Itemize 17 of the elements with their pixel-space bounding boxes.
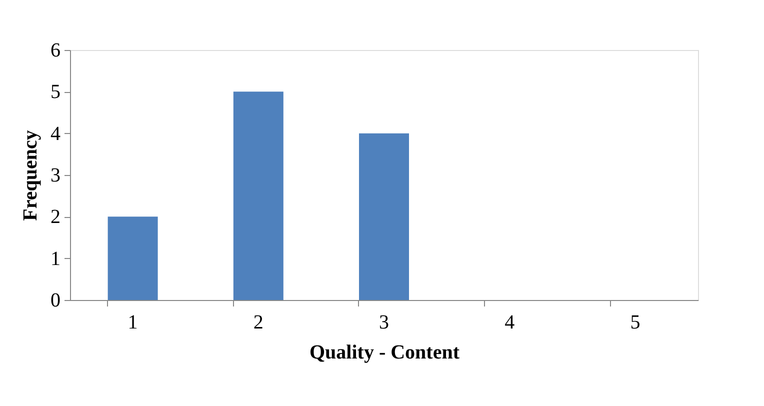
x-tick-label: 5 bbox=[630, 312, 640, 334]
y-tick-label: 3 bbox=[50, 164, 60, 186]
bar bbox=[108, 216, 158, 300]
y-tick-label: 2 bbox=[50, 206, 60, 228]
y-tick-label: 4 bbox=[50, 122, 60, 145]
x-tick-label: 3 bbox=[379, 312, 389, 334]
x-axis-title: Quality - Content bbox=[310, 342, 460, 364]
bar bbox=[359, 133, 409, 300]
y-tick-label: 5 bbox=[50, 81, 60, 104]
y-tick-label: 6 bbox=[50, 40, 60, 62]
x-tick-label: 1 bbox=[128, 312, 138, 334]
y-tick-label: 1 bbox=[50, 248, 60, 270]
y-axis-title: Frequency bbox=[20, 130, 42, 221]
x-tick-label: 2 bbox=[253, 312, 264, 334]
bar bbox=[233, 92, 284, 300]
y-tick-label: 0 bbox=[50, 290, 60, 312]
x-tick-label: 4 bbox=[504, 312, 515, 334]
